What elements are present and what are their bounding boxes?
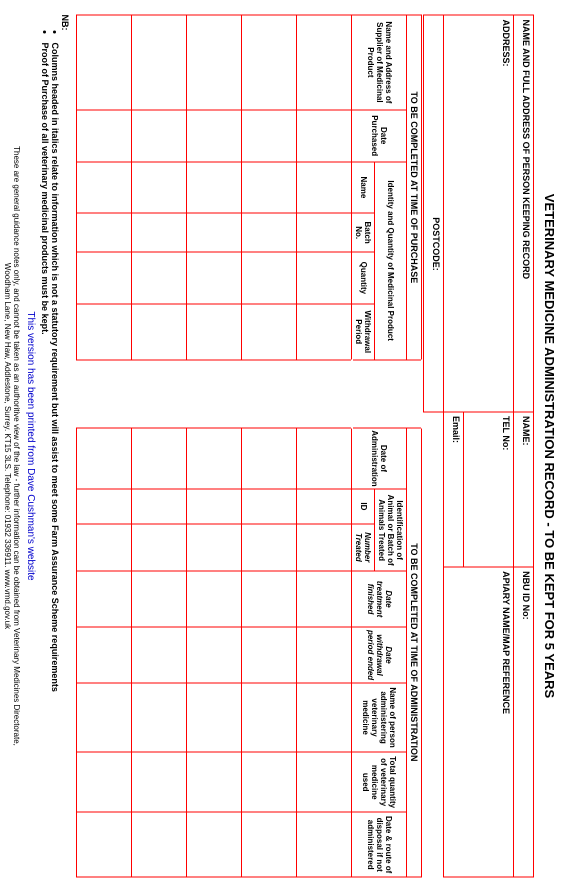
nb-bullet-1: Columns headed in italics relate to info… <box>51 43 61 692</box>
hdr-num-treated: Number Treated <box>352 524 375 571</box>
footer: These are general guidance notes only, a… <box>2 15 21 878</box>
name-label: NAME: <box>521 416 531 446</box>
nb-bullet-2: Proof of Purchase of all veterinary medi… <box>41 43 51 335</box>
table-row <box>297 15 352 877</box>
page-title: VETERINARY MEDICINE ADMINISTRATION RECOR… <box>542 15 557 878</box>
hdr-person-admin: Name of person administering veterinary … <box>352 683 407 752</box>
hdr-identity-qty: Identity and Quantity of Medicinal Produ… <box>375 162 407 360</box>
hdr-date-withdraw: Date withdrawal period ended <box>352 627 407 683</box>
table-row <box>77 15 132 877</box>
table-row <box>187 15 242 877</box>
postcode-label: POSTCODE: <box>431 217 441 271</box>
nb-label: NB: <box>61 15 71 31</box>
hdr-disposal: Date & route of disposal if not administ… <box>352 812 407 877</box>
section-purchase: TO BE COMPLETED AT TIME OF PURCHASE <box>407 15 422 360</box>
blue-source-line: This version has been printed from Dave … <box>26 15 37 878</box>
hdr-total-qty: Total quantity of veterinary medicine us… <box>352 752 407 812</box>
section-admin: TO BE COMPLETED AT TIME OF ADMINISTRATIO… <box>407 428 422 877</box>
hdr-name: Name <box>352 162 375 214</box>
hdr-ident-animal: Identification of Animal or Batch of Ani… <box>375 489 407 571</box>
hdr-quantity: Quantity <box>352 252 375 304</box>
hdr-batch: Batch No. <box>352 213 375 252</box>
nbu-label: NBU ID No: <box>521 571 531 620</box>
info-block: NAME AND FULL ADDRESS OF PERSON KEEPING … <box>423 15 534 878</box>
footer-line-2: Woodham Lane, New Haw, Addlestone, Surre… <box>2 15 12 878</box>
table-row <box>132 15 187 877</box>
hdr-date-treat-fin: Date treatment finished <box>352 571 407 627</box>
hdr-withdrawal: Withdrawal Period <box>352 304 375 360</box>
hdr-supplier: Name and Address of Supplier of Medicina… <box>352 15 407 110</box>
main-record-table: TO BE COMPLETED AT TIME OF PURCHASE TO B… <box>77 15 424 878</box>
hdr-date-admin: Date of Administration <box>352 428 407 489</box>
email-label: Email: <box>451 416 461 443</box>
hdr-date-purchased: Date Purchased <box>352 110 407 162</box>
footer-line-1: These are general guidance notes only, a… <box>12 15 22 878</box>
tel-label: TEL No: <box>501 416 511 450</box>
address-label: ADDRESS: <box>501 20 511 67</box>
nb-block: NB: Columns headed in italics relate to … <box>41 15 71 878</box>
table-row <box>242 15 297 877</box>
apiary-label: APIARY NAME/MAP REFERENCE <box>501 571 511 714</box>
name-record-label: NAME AND FULL ADDRESS OF PERSON KEEPING … <box>521 20 531 280</box>
hdr-id: ID <box>352 489 375 523</box>
